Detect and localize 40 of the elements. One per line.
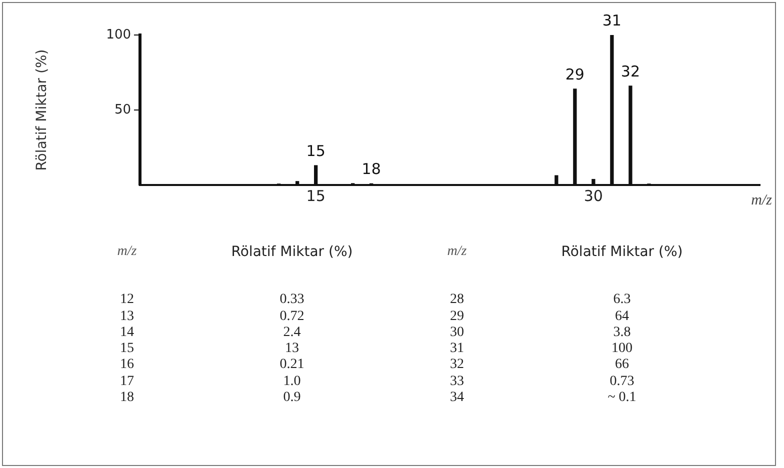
text: 17 xyxy=(119,374,135,390)
text: 16 xyxy=(119,357,135,374)
text: Rölatif Miktar (%) xyxy=(560,244,684,262)
annotation: 15 xyxy=(306,142,326,160)
annotation: 32 xyxy=(620,62,640,80)
text: 100 xyxy=(610,341,634,358)
text: 32 xyxy=(449,357,465,374)
text: 13 xyxy=(284,341,300,358)
text: 15 xyxy=(119,341,135,358)
text: 34 xyxy=(449,390,465,406)
y-tick-label: 50 xyxy=(114,102,131,118)
annotation: 18 xyxy=(362,160,381,178)
text: 0.21 xyxy=(278,357,306,374)
text: 31 xyxy=(449,341,465,358)
text: m/z xyxy=(446,244,468,261)
text: Rölatif Miktar (%) xyxy=(230,244,354,262)
text: 6.3 xyxy=(612,292,632,309)
y-axis-title: Rölatif Miktar (%) xyxy=(34,49,50,171)
text: 13 xyxy=(119,308,135,325)
text: 66 xyxy=(614,357,630,374)
x-axis-title: m/z xyxy=(751,192,772,208)
text: 0.9 xyxy=(282,390,302,406)
text: 18 xyxy=(119,390,135,406)
text: 28 xyxy=(449,292,465,309)
text: 30 xyxy=(449,324,465,342)
text: ~ 0.1 xyxy=(606,390,638,406)
text: 14 xyxy=(119,324,135,342)
text: 3.8 xyxy=(612,324,632,342)
text: 64 xyxy=(614,308,630,325)
text: 1.0 xyxy=(282,374,302,390)
text: 2.4 xyxy=(282,324,302,342)
text: m/z xyxy=(116,244,138,261)
text: 29 xyxy=(449,308,465,325)
text: 0.73 xyxy=(608,374,636,390)
text: 12 xyxy=(119,292,135,309)
text: 0.33 xyxy=(278,292,306,309)
annotation: 31 xyxy=(602,11,622,30)
text: 0.72 xyxy=(278,308,306,325)
annotation: 29 xyxy=(565,65,584,84)
text: 33 xyxy=(449,374,465,390)
